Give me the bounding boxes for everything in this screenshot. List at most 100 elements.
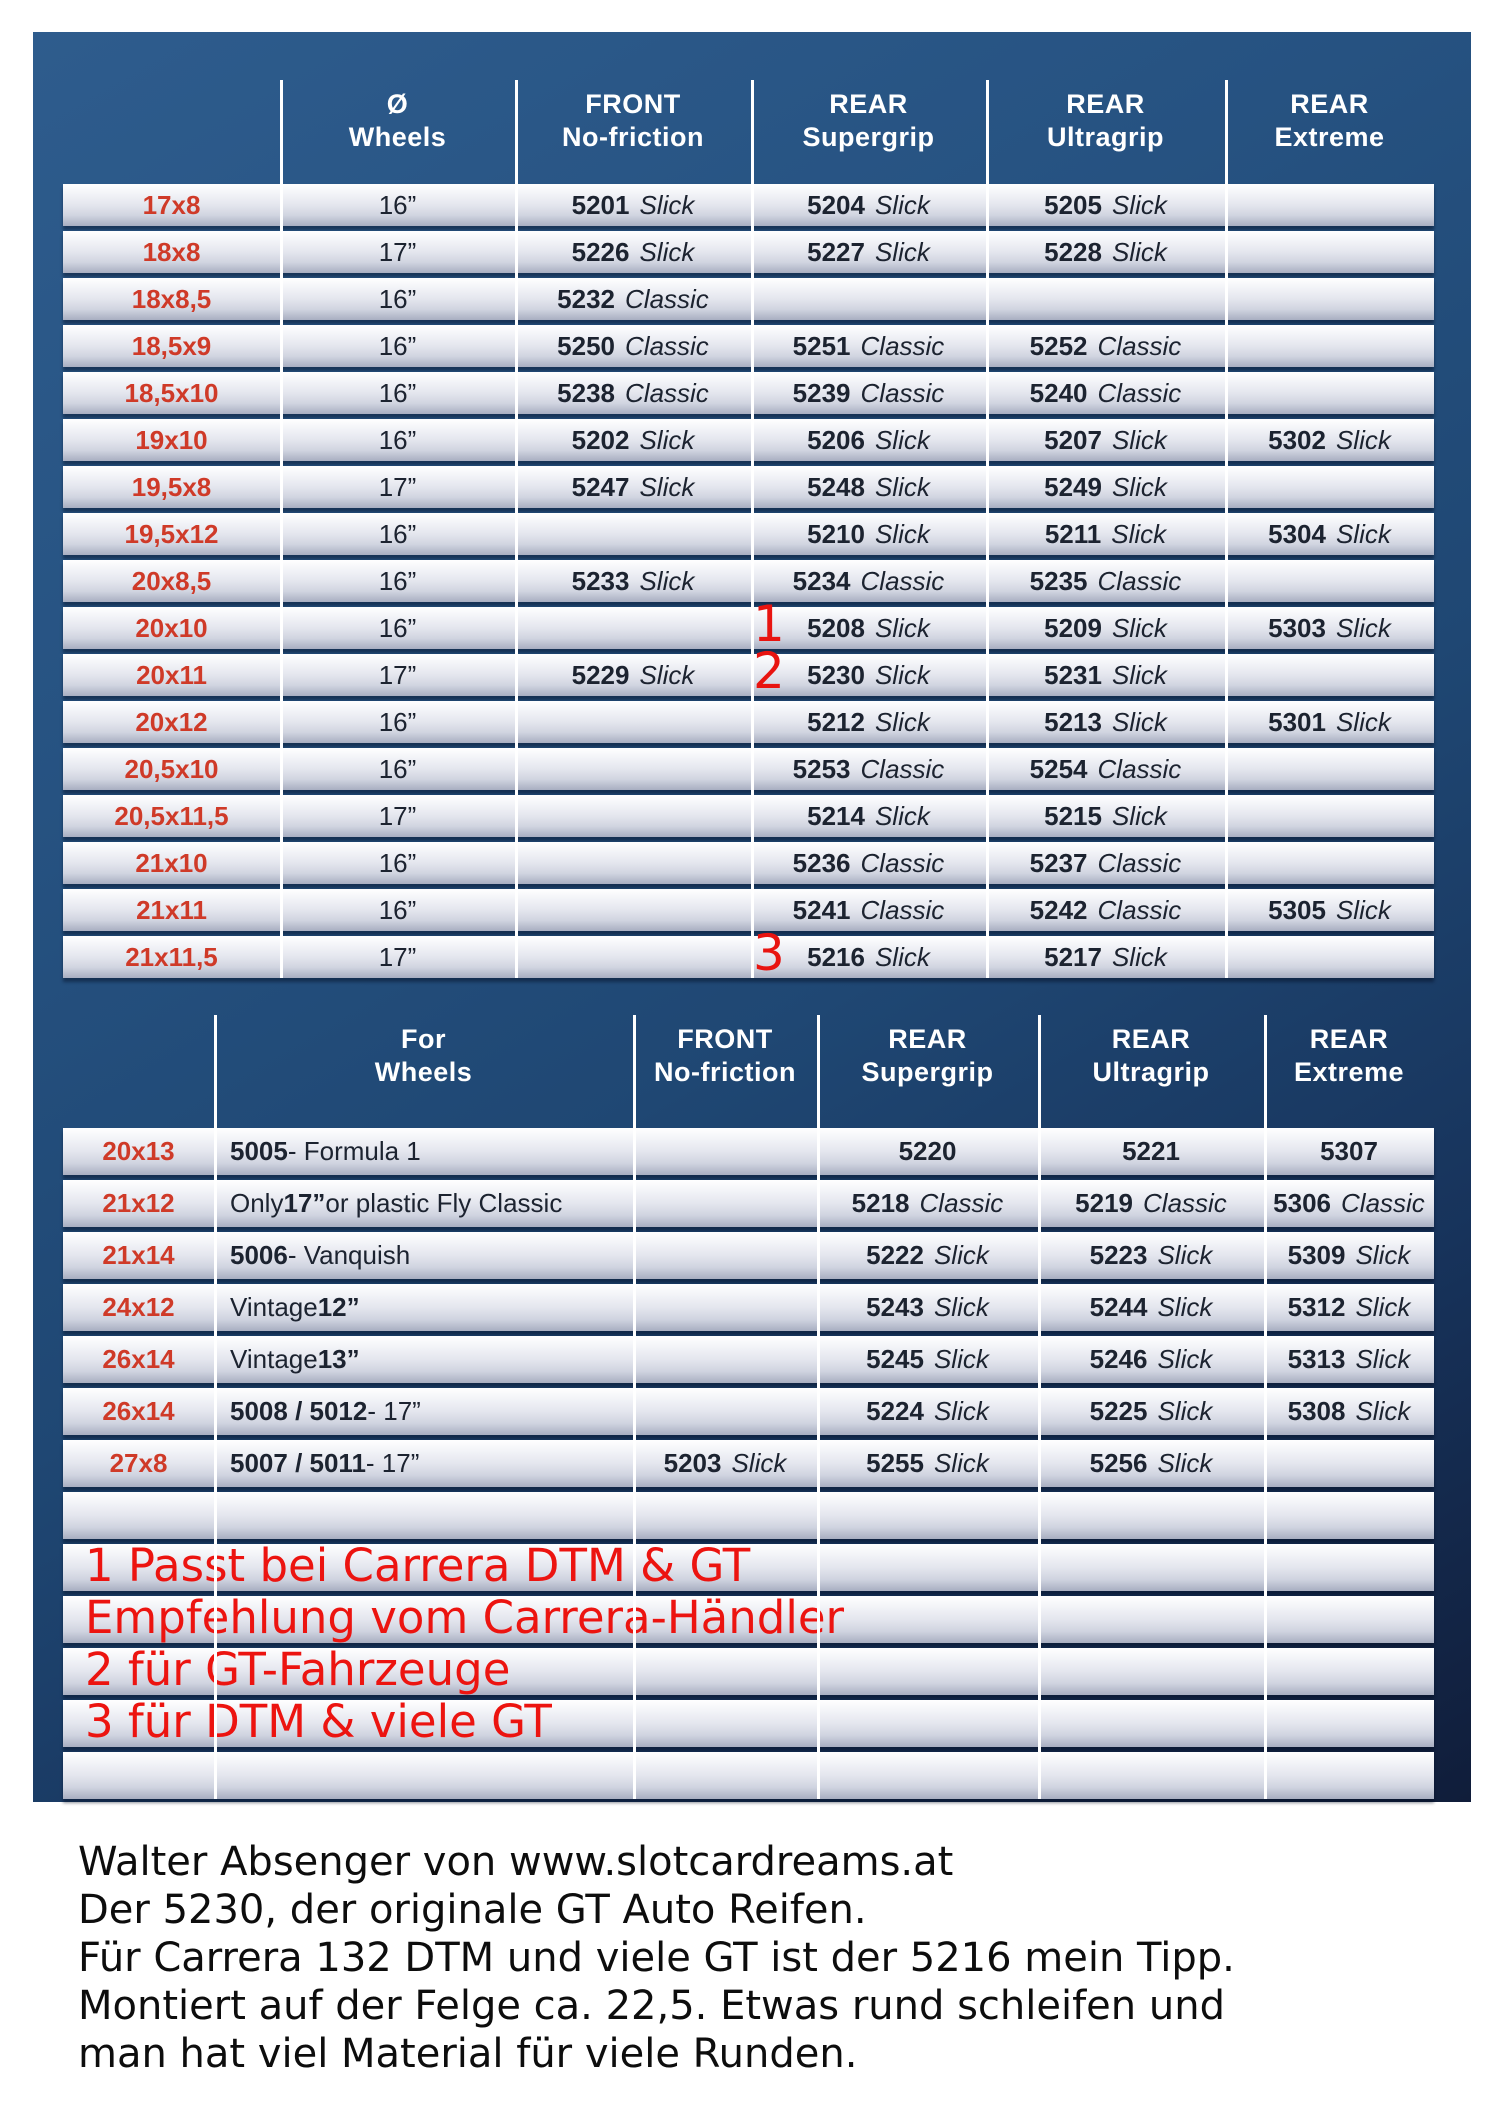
wheel-size-value: 19,5x8 [131,471,212,502]
wheel-diameter-cell: 17” [280,936,515,978]
tire-code-cell [1038,1544,1264,1591]
tire-code-cell: 5233 Slick [515,560,751,602]
tire-code-cell [515,842,751,884]
wheel-size-label [63,1492,214,1539]
tire-code: 5242 [1029,894,1088,925]
red-annotation-text: 1 Passt bei Carrera DTM & GT [85,1539,751,1592]
tire-compound: Slick [639,471,695,502]
wheel-size-label: 21x10 [63,842,280,884]
wheel-size-label: 26x14 [63,1336,214,1383]
tire-code-cell [1264,1492,1434,1539]
wheel-size-value: 20,5x10 [124,753,219,784]
tire-code-cell: 5313 Slick [1264,1336,1434,1383]
tire-code-cell [633,1232,817,1279]
table-row: 3 für DTM & viele GT [63,1695,1434,1748]
column-header: REAR Ultragrip [1038,1015,1264,1128]
tire-compound: Slick [933,1344,989,1374]
tire-code-cell [751,278,986,320]
tire-code-cell: 5250 Classic [515,325,751,367]
wheel-diameter-value: 16” [378,377,417,408]
column-header-line1: REAR [829,89,908,119]
tire-compound: Classic [919,1188,1004,1218]
wheel-description-part: 13” [317,1344,360,1374]
tire-code: 5229 [571,659,630,690]
tire-code-cell: 5220 [817,1128,1038,1175]
wheel-description-part: Vintage [230,1292,318,1322]
tire-compound: Slick [1111,236,1167,267]
wheel-size-label: 20,5x11,5 [63,795,280,837]
tire-code: 5225 [1089,1396,1148,1426]
wheel-size-label: 18,5x9 [63,325,280,367]
tire-code-cell [1225,842,1434,884]
tire-code-cell: 5301 Slick [1225,701,1434,743]
column-header-line2: Extreme [1274,122,1385,152]
tire-compound: Slick [639,565,695,596]
tire-code-cell: 5205 Slick [986,184,1225,226]
wheel-size-value: 20x13 [102,1136,175,1166]
column-header-line1: REAR [1111,1024,1191,1054]
tire-code-cell: 5246 Slick [1038,1336,1264,1383]
tire-code-cell [515,795,751,837]
tire-code: 5209 [1044,612,1102,643]
tire-code: 5231 [1044,659,1102,690]
tire-compound: Slick [1335,518,1391,549]
tire-code-cell: 5248 Slick [751,466,986,508]
wheel-size-label: 21x11,5 [63,936,280,978]
tire-code-cell: 5223 Slick [1038,1232,1264,1279]
tire-code-cell: 5229 Slick [515,654,751,696]
tire-code-cell [633,1648,817,1695]
wheel-description-part: or plastic Fly Classic [325,1188,563,1218]
red-footnote-marker: 2 [753,642,785,700]
tire-code-cell: 5211 Slick [986,513,1225,555]
wheel-description-part: - Vanquish [287,1240,411,1270]
tire-code-cell: 5221 [1038,1128,1264,1175]
wheel-diameter-cell: 16” [280,889,515,931]
tire-code-cell [1225,231,1434,273]
tire-code-cell: 5209 Slick [986,607,1225,649]
tire-code-cell: 5228 Slick [986,231,1225,273]
wheel-description-cell: Vintage 13” [214,1336,633,1383]
wheel-description-part: 17” [283,1188,326,1218]
wheel-size-label: 19,5x12 [63,513,280,555]
tire-code: 5219 [1075,1188,1134,1218]
wheel-size-value: 27x8 [109,1448,168,1478]
tire-code: 5307 [1320,1136,1378,1166]
wheel-diameter-value: 16” [378,330,417,361]
tire-code-cell [1225,654,1434,696]
tire-code: 5301 [1268,706,1326,737]
tire-code-cell: 5201 Slick [515,184,751,226]
tire-compound: Slick [874,706,930,737]
table-row: 18,5x9 16” 5250 Classic 5251 Classic 5252 Class… [63,325,1434,367]
tire-code-cell: 5312 Slick [1264,1284,1434,1331]
tire-code-cell: 5254 Classic [986,748,1225,790]
tire-code-cell: 5243 Slick [817,1284,1038,1331]
wheel-diameter-value: 17” [378,659,417,690]
table-row: 21x14 5006 - Vanquish 5222 Slick 5223 Slick 53… [63,1232,1434,1279]
tire-code: 5306 [1273,1188,1332,1218]
tire-compound: Classic [625,330,709,361]
wheel-diameter-cell: 16” [280,372,515,414]
wheel-diameter-value: 17” [378,236,417,267]
tire-compound: Slick [874,236,930,267]
wheel-size-label: 24x12 [63,1284,214,1331]
tire-compound: Slick [1355,1396,1411,1426]
tire-code-cell: 5225 Slick [1038,1388,1264,1435]
wheel-diameter-cell: 16” [280,419,515,461]
tire-code: 5220 [898,1136,957,1166]
tire-code-cell: 5303 Slick [1225,607,1434,649]
wheel-size-label: 20x13 [63,1128,214,1175]
wheel-diameter-value: 16” [378,565,417,596]
tire-code: 5211 [1044,518,1102,549]
wheel-description-cell: Only 17” or plastic Fly Classic [214,1180,633,1227]
tire-code-cell [1038,1700,1264,1747]
wheel-diameter-value: 16” [378,424,417,455]
tire-compound: Slick [731,1448,787,1478]
wheel-size-label: 20x10 [63,607,280,649]
table-row: 20x12 16” 5212 Slick 5213 Slick 5301 Slick [63,701,1434,743]
tire-code-cell [515,513,751,555]
column-header-line2: Ultragrip [1092,1057,1210,1087]
tire-code-cell [1225,795,1434,837]
wheel-diameter-value: 17” [378,800,417,831]
tire-code: 5221 [1122,1136,1180,1166]
tire-code-cell: 5253 Classic [751,748,986,790]
